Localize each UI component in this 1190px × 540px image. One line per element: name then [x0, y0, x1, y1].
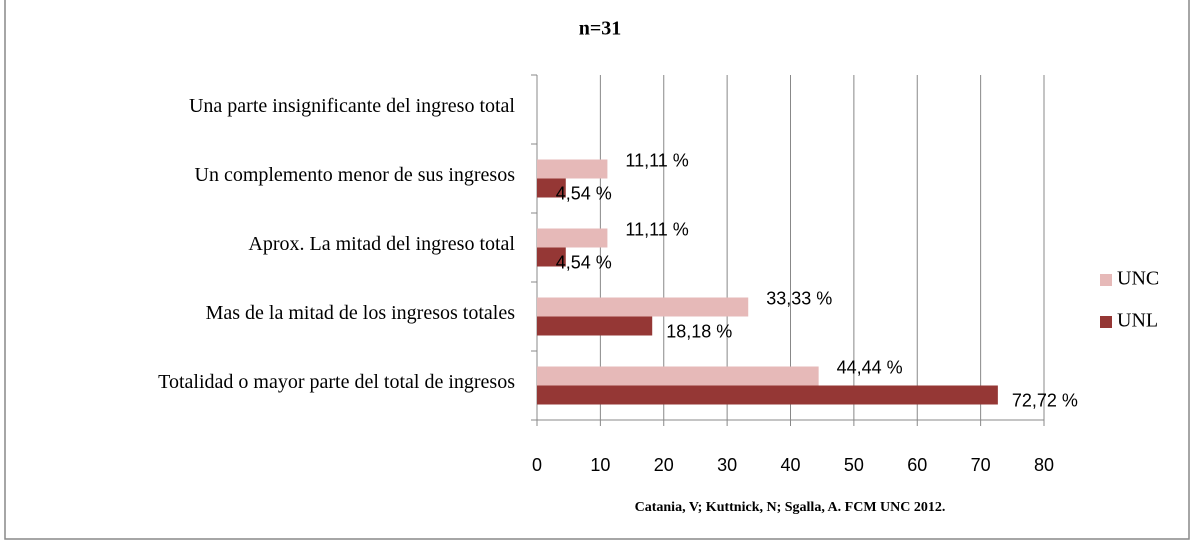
y-tick-label: Mas de la mitad de los ingresos totales: [206, 302, 516, 324]
x-tick-label: 10: [590, 455, 610, 475]
bar: [537, 366, 819, 386]
bar: [537, 385, 998, 405]
bar: [537, 297, 749, 317]
bar: [537, 316, 653, 336]
value-label: 4,54 %: [556, 252, 612, 272]
value-label: 33,33 %: [766, 288, 832, 308]
x-tick-label: 30: [717, 455, 737, 475]
legend-swatch: [1100, 316, 1112, 328]
legend-swatch: [1100, 274, 1112, 286]
value-label: 4,54 %: [556, 183, 612, 203]
x-tick-label: 50: [844, 455, 864, 475]
bar: [537, 247, 566, 267]
frame: [4, 0, 1190, 540]
bar: [537, 228, 608, 248]
x-tick-label: 60: [907, 455, 927, 475]
value-label: 44,44 %: [837, 357, 903, 377]
x-tick-label: 80: [1034, 455, 1054, 475]
x-tick-label: 40: [780, 455, 800, 475]
legend-label: UNL: [1117, 310, 1158, 332]
footnote: Catania, V; Kuttnick, N; Sgalla, A. FCM …: [635, 500, 946, 515]
chart-title: n=31: [579, 18, 622, 40]
y-tick-label: Totalidad o mayor parte del total de ing…: [158, 371, 515, 393]
x-tick-label: 0: [532, 455, 542, 475]
x-tick-label: 20: [654, 455, 674, 475]
bar: [537, 178, 566, 198]
bar: [537, 159, 608, 179]
value-label: 11,11 %: [625, 150, 688, 170]
y-tick-label: Una parte insignificante del ingreso tot…: [189, 95, 515, 117]
y-tick-label: Un complemento menor de sus ingresos: [195, 164, 516, 186]
value-label: 18,18 %: [666, 321, 732, 341]
legend-label: UNC: [1117, 268, 1159, 290]
y-tick-label: Aprox. La mitad del ingreso total: [248, 233, 515, 255]
x-tick-label: 70: [971, 455, 991, 475]
value-label: 72,72 %: [1012, 390, 1078, 410]
value-label: 11,11 %: [625, 219, 688, 239]
